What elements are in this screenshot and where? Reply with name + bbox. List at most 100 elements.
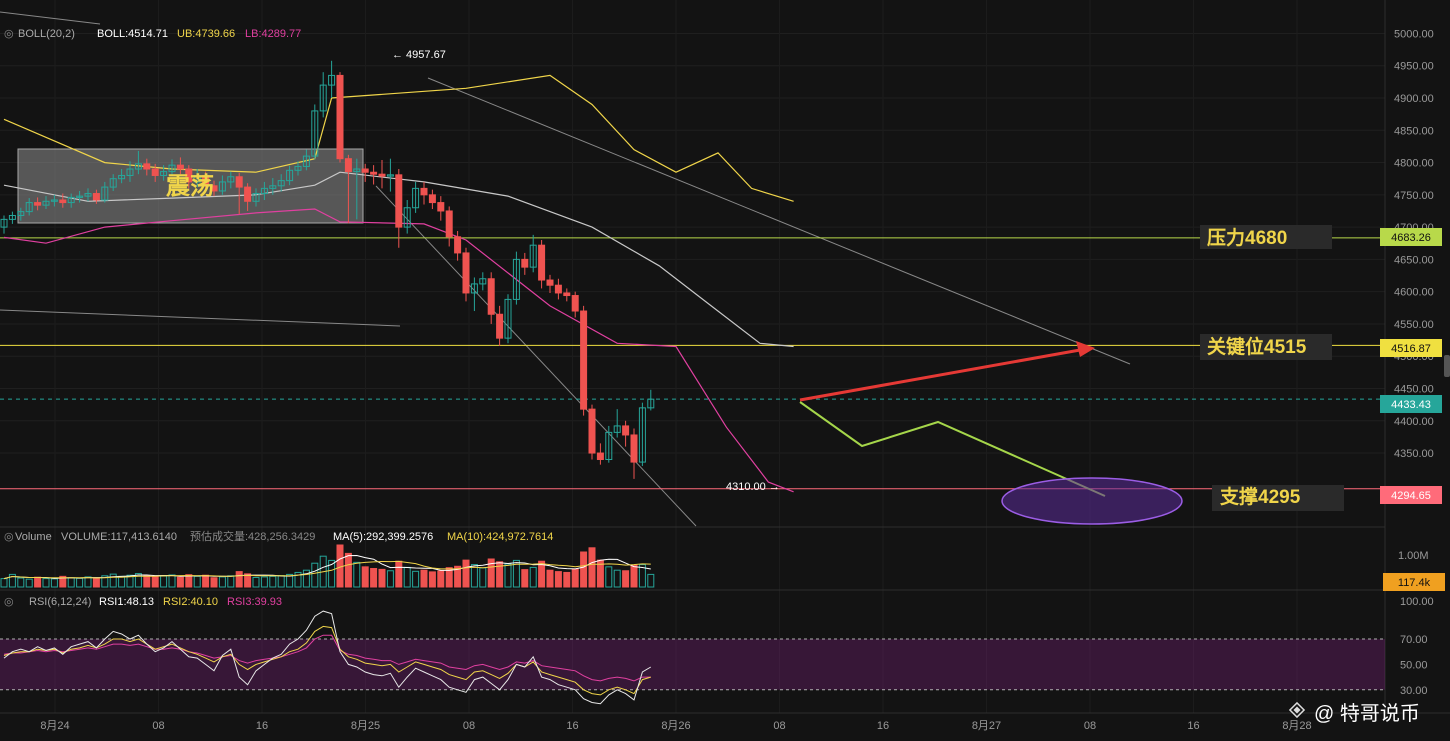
candle (563, 288, 571, 302)
price-tick-label: 5000.00 (1394, 28, 1434, 40)
time-tick-label: 08 (773, 720, 785, 732)
rsi-pane[interactable] (0, 610, 1385, 705)
candle-body (420, 187, 428, 196)
candle-body (0, 218, 8, 228)
candle-body (403, 207, 411, 228)
candle-body (428, 194, 436, 204)
candle-body (386, 174, 394, 177)
candle (588, 404, 596, 460)
candle (445, 206, 453, 247)
candle-body (504, 298, 512, 339)
volume-bar (328, 559, 336, 588)
boll-ub-value: UB:4739.66 (177, 28, 235, 40)
candle-body (437, 202, 445, 212)
time-tick-label: 8月26 (661, 720, 690, 732)
volume-value: VOLUME:117,413.6140 (61, 531, 177, 543)
volume-bar (361, 566, 369, 588)
candle-body (638, 407, 646, 463)
volume-bar (588, 547, 596, 588)
price-axis: 4350.004400.004450.004500.004550.004600.… (1394, 28, 1434, 696)
candle-body (538, 244, 546, 281)
volume-bar (580, 551, 588, 588)
volume-bar (487, 558, 495, 588)
candle (378, 159, 386, 189)
candle (244, 183, 252, 211)
candle-body (260, 187, 268, 195)
candle (647, 389, 655, 411)
candle (403, 199, 411, 234)
candle (336, 72, 344, 163)
forecast-arrow[interactable] (799, 341, 1095, 402)
rsi-legend[interactable]: ◎ RSI(6,12,24) RSI1:48.13 RSI2:40.10 RSI… (4, 596, 282, 608)
candle-body (563, 292, 571, 297)
candle (286, 165, 294, 186)
candle-body (193, 174, 201, 183)
candle-body (445, 210, 453, 238)
price-tick-label: 4350.00 (1394, 448, 1434, 460)
volume-bar (428, 571, 436, 588)
volume-ma10-line (3, 560, 651, 580)
volume-legend[interactable]: ◎ Volume VOLUME:117,413.6140 预估成交量:428,2… (4, 529, 553, 543)
pane-resize-handle[interactable] (1444, 355, 1450, 377)
candle-body (596, 452, 604, 460)
candle-body (8, 214, 16, 220)
candle-body (42, 200, 50, 206)
bell-icon: ◎ (4, 531, 14, 543)
volume-bar (546, 569, 554, 588)
candle (269, 178, 277, 195)
rsi-tick-label: 30.00 (1400, 685, 1428, 697)
volume-bar (512, 559, 520, 588)
lower-trendline[interactable] (375, 185, 697, 527)
high-marker: ← 4957.67 (392, 49, 446, 61)
candle-body (512, 258, 520, 300)
current-price-tag: 4433.43 (1380, 395, 1442, 413)
volume-bar (395, 560, 403, 588)
volume-bar (454, 565, 462, 588)
candle (50, 194, 58, 207)
candles[interactable] (0, 60, 655, 479)
support-ellipse[interactable] (1001, 477, 1183, 525)
boll-legend[interactable]: ◎ BOLL(20,2) BOLL:4514.71 UB:4739.66 LB:… (4, 28, 301, 40)
volume-bar (176, 576, 184, 588)
rsi-tick-label: 50.00 (1400, 659, 1428, 671)
candle-body (470, 283, 478, 294)
volume-bar (244, 573, 252, 588)
candle (168, 159, 176, 176)
rsi2-line (3, 625, 651, 696)
volume-bar (260, 576, 268, 588)
boll-lower-band (3, 208, 794, 493)
volume-bar (34, 576, 42, 588)
candle (462, 247, 470, 302)
volume-bar (185, 574, 193, 588)
candle-body (25, 202, 33, 213)
candle-body (34, 202, 42, 206)
upper-trendline[interactable] (427, 77, 1131, 365)
candle (504, 294, 512, 344)
rsi1-line (3, 610, 652, 705)
candle-body (252, 193, 260, 202)
candle-body (92, 193, 100, 201)
candle-body (479, 278, 487, 285)
left-trendline[interactable] (0, 309, 401, 327)
volume-bar (17, 577, 25, 588)
low-marker: 4310.00 → (726, 481, 780, 493)
candle-body (151, 168, 159, 176)
forecast-path[interactable] (799, 401, 1106, 497)
volume-bars[interactable] (0, 544, 655, 588)
candle (235, 172, 243, 215)
resistance-tag: 4683.26 (1380, 228, 1442, 246)
boll-middle-band (3, 171, 794, 348)
candle-body (319, 84, 327, 112)
volume-bar (210, 577, 218, 588)
top-left-trendline[interactable] (0, 11, 101, 25)
volume-tag: 117.4k (1383, 573, 1445, 591)
price-tick-label: 4650.00 (1394, 254, 1434, 266)
price-tick-label: 4450.00 (1394, 383, 1434, 395)
volume-bar (353, 561, 361, 588)
candle (118, 169, 126, 184)
candle (8, 211, 16, 224)
time-tick-label: 16 (1187, 720, 1199, 732)
candle (554, 278, 562, 300)
